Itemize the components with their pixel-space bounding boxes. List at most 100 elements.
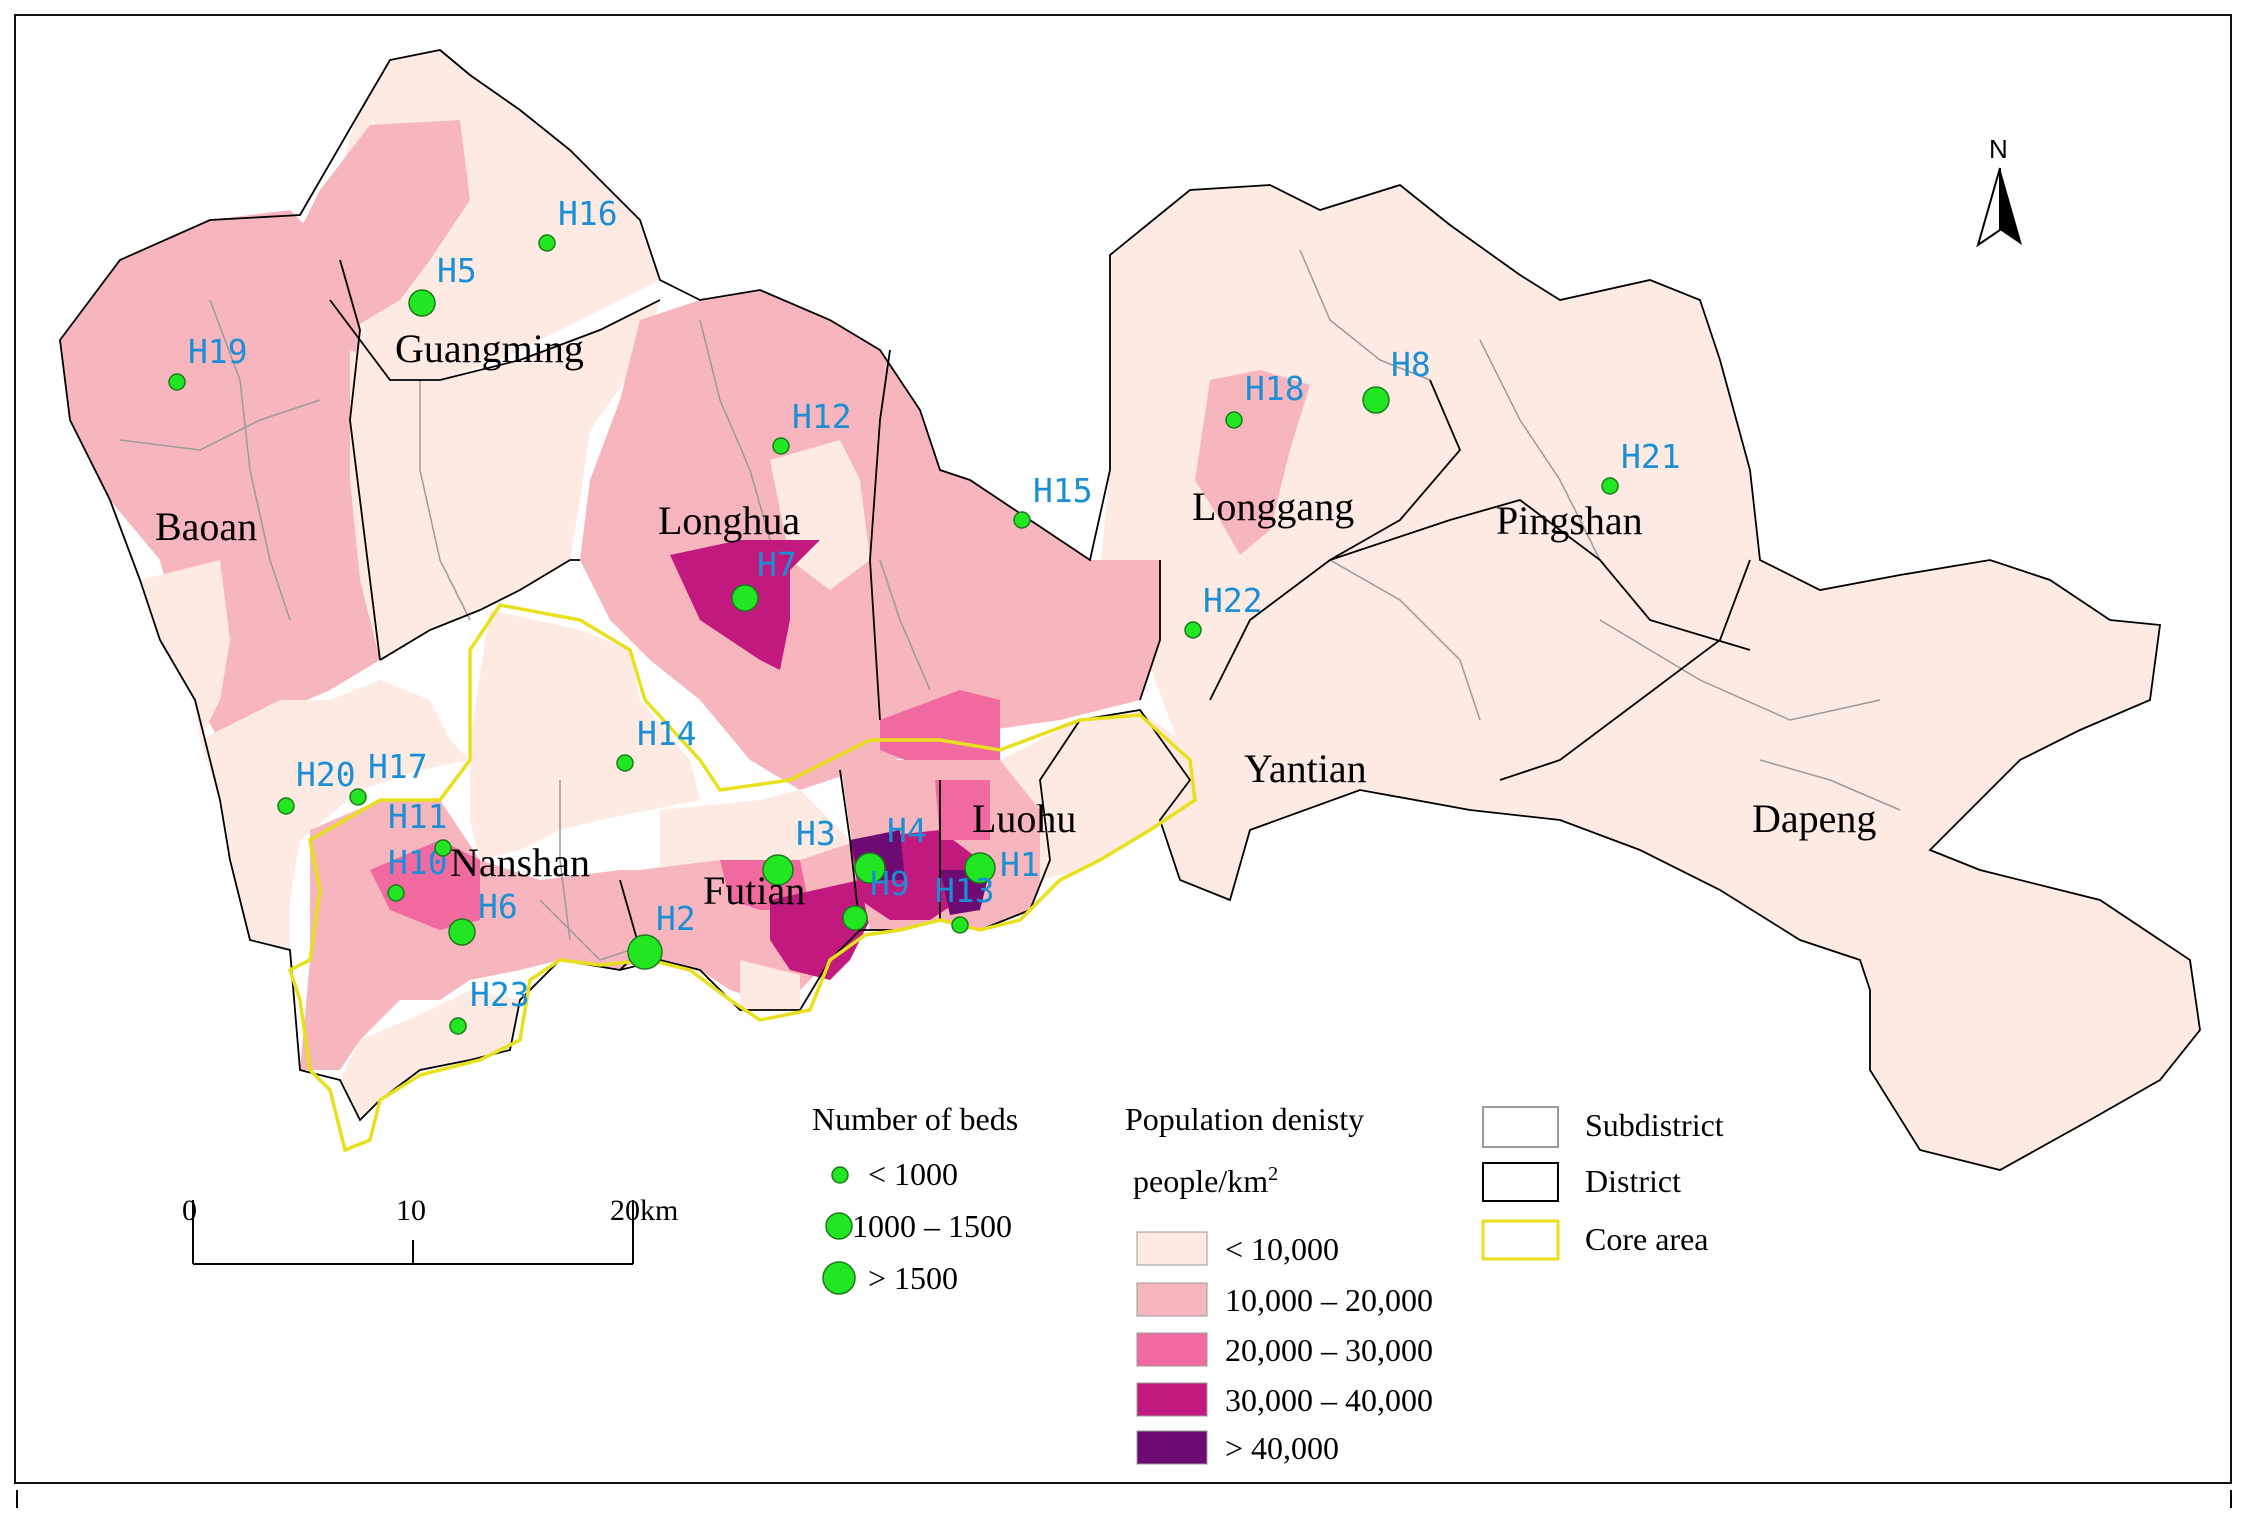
hospital-H13[interactable]: H13 xyxy=(935,871,995,934)
legend-density-title: Population denisty xyxy=(1125,1101,1364,1137)
scale-bar: 0 10 20km xyxy=(182,1194,678,1265)
hospital-point xyxy=(1013,511,1031,529)
subdistrict-line xyxy=(119,399,321,451)
density-areas xyxy=(60,50,2200,1170)
hospital-H15[interactable]: H15 xyxy=(1013,471,1093,529)
hospital-H16[interactable]: H16 xyxy=(538,194,618,252)
hospital-H9[interactable]: H9 xyxy=(842,864,910,931)
region-east xyxy=(1100,185,2200,1170)
hospital-H6[interactable]: H6 xyxy=(448,887,518,946)
region-nanshan xyxy=(470,610,700,860)
hospital-label: H15 xyxy=(1033,471,1093,510)
legend-beds-marker-large xyxy=(822,1261,856,1295)
hospital-label: H21 xyxy=(1621,437,1681,476)
hospital-H11[interactable]: H11 xyxy=(388,797,452,857)
legend-beds-item-0: < 1000 xyxy=(868,1156,958,1192)
hospital-label: H17 xyxy=(368,747,428,786)
legend-density-unit: people/km2 xyxy=(1133,1163,1278,1199)
hospital-label: H3 xyxy=(796,814,836,853)
hospital-H14[interactable]: H14 xyxy=(616,714,697,772)
hospital-H3[interactable]: H3 xyxy=(762,814,836,886)
hospital-point xyxy=(408,289,436,317)
hospital-H20[interactable]: H20 xyxy=(277,755,356,815)
hospital-point xyxy=(387,884,405,902)
hospital-H12[interactable]: H12 xyxy=(772,397,852,455)
legend-density-item-3: 30,000 – 40,000 xyxy=(1225,1382,1433,1418)
region-central-north xyxy=(350,300,660,660)
legend-beds-item-1: 1000 – 1500 xyxy=(852,1208,1012,1244)
legend-core-label: Core area xyxy=(1585,1221,1708,1257)
hospital-H18[interactable]: H18 xyxy=(1225,369,1305,429)
scale-bar-line xyxy=(192,1200,634,1265)
map-frame xyxy=(14,14,2232,1484)
region-luohu-pink xyxy=(935,780,990,840)
hospital-label: H2 xyxy=(656,899,696,938)
district-line xyxy=(1499,559,1751,781)
region-longhua xyxy=(580,290,1160,790)
region-baoan xyxy=(60,210,380,740)
subdistrict-line xyxy=(559,780,571,941)
hospital-point xyxy=(538,234,556,252)
north-arrow-icon xyxy=(2000,168,2022,245)
hospital-point xyxy=(772,437,790,455)
hospital-H17[interactable]: H17 xyxy=(349,747,428,806)
hospital-label: H22 xyxy=(1203,581,1263,620)
hospital-H19[interactable]: H19 xyxy=(168,332,248,391)
hospital-label: H14 xyxy=(637,714,697,753)
north-arrow: N xyxy=(1976,134,2022,248)
hospital-H21[interactable]: H21 xyxy=(1601,437,1681,495)
hospital-point xyxy=(951,916,969,934)
region-futian-west xyxy=(660,790,850,870)
subdistrict-line xyxy=(1599,619,1881,721)
hospital-H22[interactable]: H22 xyxy=(1184,581,1263,639)
hospital-label: H19 xyxy=(188,332,248,371)
legend-density-item-4: > 40,000 xyxy=(1225,1430,1339,1466)
legend-density-item-2: 20,000 – 30,000 xyxy=(1225,1332,1433,1368)
hospital-H4[interactable]: H4 xyxy=(854,811,927,884)
district-label-nanshan: Nanshan xyxy=(450,840,590,885)
subdistrict-line xyxy=(419,380,471,621)
hospital-point xyxy=(434,839,452,857)
hospital-H8[interactable]: H8 xyxy=(1362,345,1431,414)
region-futian-south xyxy=(740,960,800,1010)
hospital-H23[interactable]: H23 xyxy=(449,975,530,1035)
hospital-point xyxy=(168,373,186,391)
north-arrow-icon-half xyxy=(1976,167,2001,248)
legend-district-swatch xyxy=(1482,1162,1559,1202)
legend-beds-title: Number of beds xyxy=(812,1101,1018,1137)
district-labels: Baoan Guangming Longhua Longgang Pingsha… xyxy=(155,326,1876,913)
scale-tick-0: 0 xyxy=(182,1194,197,1227)
hospital-point xyxy=(277,797,295,815)
subdistrict-line xyxy=(1329,559,1481,721)
hospital-point xyxy=(842,905,868,931)
hospital-label: H13 xyxy=(935,871,995,910)
hospital-H1[interactable]: H1 xyxy=(964,845,1040,884)
hospital-H7[interactable]: H7 xyxy=(731,545,797,612)
legend-beds: Number of beds < 1000 1000 – 1500 > 1500 xyxy=(812,1101,1018,1296)
district-label-pingshan: Pingshan xyxy=(1496,498,1643,543)
hospital-label: H1 xyxy=(1000,845,1040,884)
district-line xyxy=(1209,379,1462,701)
district-line xyxy=(329,299,661,381)
hospital-label: H12 xyxy=(792,397,852,436)
hospital-label: H5 xyxy=(437,251,477,290)
district-line xyxy=(839,769,861,931)
hospital-label: H20 xyxy=(296,755,356,794)
hospital-H5[interactable]: H5 xyxy=(408,251,477,317)
legend-core-swatch xyxy=(1481,1219,1560,1261)
scale-tick-10: 10 xyxy=(396,1194,426,1227)
district-label-longhua: Longhua xyxy=(658,498,800,543)
region-nanshan-south xyxy=(340,990,520,1120)
core-area-outline xyxy=(287,603,1197,1153)
legend-density-swatch-0 xyxy=(1136,1231,1208,1266)
district-line xyxy=(339,259,381,661)
hospital-point xyxy=(448,918,476,946)
hospital-point xyxy=(449,1017,467,1035)
district-line xyxy=(1139,560,1161,701)
hospital-point xyxy=(616,754,634,772)
legend-density-unit-text: people/km xyxy=(1133,1163,1268,1199)
hospital-point xyxy=(1225,411,1243,429)
hospital-point xyxy=(964,852,996,884)
hospital-H2[interactable]: H2 xyxy=(627,899,696,970)
